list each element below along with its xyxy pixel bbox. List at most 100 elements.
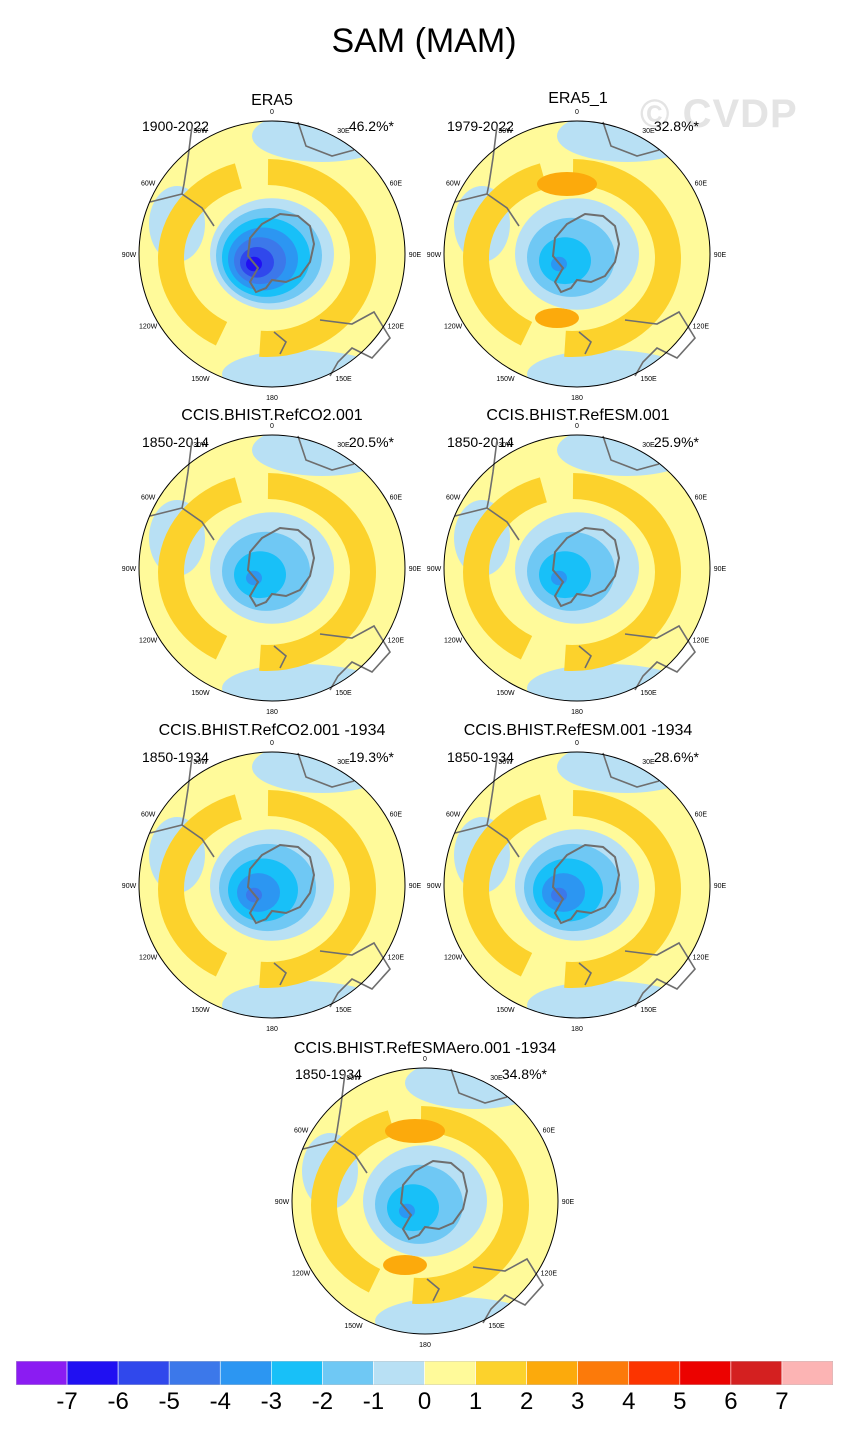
panel-period: 1850-1934 bbox=[295, 1066, 362, 1082]
colorbar-swatch bbox=[16, 1361, 68, 1385]
longitude-label: 120W bbox=[292, 1271, 311, 1278]
longitude-label: 60W bbox=[141, 181, 156, 188]
map-border bbox=[291, 1067, 559, 1335]
longitude-label: 30W bbox=[193, 442, 208, 449]
positive-anomaly-ring bbox=[463, 790, 681, 988]
colorbar-tick-label: -2 bbox=[311, 1388, 334, 1415]
longitude-label: 150W bbox=[191, 376, 210, 383]
panel-variance: 34.8%* bbox=[501, 1066, 547, 1082]
cvdp-watermark: © CVDP bbox=[640, 92, 798, 136]
africa-coastline bbox=[602, 752, 660, 788]
longitude-label: 30W bbox=[498, 759, 513, 766]
australia-coastline bbox=[472, 1257, 544, 1324]
south-america-coastline bbox=[454, 824, 520, 858]
australia-coastline bbox=[624, 941, 696, 1008]
colorbar-tick-label: -4 bbox=[209, 1388, 231, 1415]
antarctica-coastline bbox=[551, 843, 621, 925]
south-america-coastline bbox=[149, 824, 215, 858]
map-border bbox=[443, 120, 711, 388]
panel-title: CCIS.BHIST.RefESM.001 -1934 bbox=[463, 722, 693, 739]
longitude-label: 0 bbox=[270, 423, 274, 430]
panel-title: CCIS.BHIST.RefCO2.001 bbox=[181, 407, 363, 424]
colorbar-tick-label: 7 bbox=[775, 1388, 789, 1415]
longitude-label: 0 bbox=[575, 740, 579, 747]
panel-variance: 28.6%* bbox=[653, 749, 699, 765]
positive-anomaly-ring bbox=[463, 473, 681, 671]
figure-title: SAM (MAM) bbox=[331, 22, 517, 60]
longitude-label: 0 bbox=[575, 109, 579, 116]
colorbar-tick-label: -1 bbox=[362, 1388, 385, 1415]
antarctica-coastline bbox=[246, 526, 316, 608]
panel-title: ERA5 bbox=[251, 92, 293, 109]
colorbar-swatch bbox=[781, 1361, 833, 1385]
south-america-coastline bbox=[454, 507, 520, 541]
map-border bbox=[443, 751, 711, 1019]
antarctica-coastline bbox=[246, 843, 316, 925]
africa-coastline bbox=[450, 1068, 508, 1104]
longitude-label: 30W bbox=[498, 128, 513, 135]
longitude-label: 30W bbox=[498, 442, 513, 449]
positive-anomaly-core bbox=[537, 172, 597, 196]
longitude-label: 150W bbox=[496, 376, 515, 383]
colorbar-swatch bbox=[219, 1361, 272, 1385]
longitude-label: 120E bbox=[388, 638, 405, 645]
panel-title: ERA5_1 bbox=[548, 90, 608, 107]
longitude-label: 180 bbox=[266, 395, 278, 402]
longitude-label: 150E bbox=[335, 376, 352, 383]
south-america-coastline bbox=[149, 507, 215, 541]
panel-variance: 20.5%* bbox=[348, 434, 394, 450]
south-america-coastline bbox=[334, 1072, 346, 1142]
longitude-label: 90E bbox=[409, 566, 422, 573]
new-zealand-coastline bbox=[578, 962, 592, 986]
colorbar-swatch bbox=[66, 1361, 119, 1385]
new-zealand-coastline bbox=[273, 645, 287, 669]
longitude-label: 90E bbox=[714, 883, 727, 890]
longitude-label: 150W bbox=[496, 690, 515, 697]
south-america-coastline bbox=[486, 756, 498, 826]
colorbar-tick-label: -6 bbox=[107, 1388, 129, 1415]
longitude-label: 90W bbox=[122, 566, 137, 573]
positive-anomaly-ring bbox=[158, 159, 376, 357]
longitude-label: 120W bbox=[444, 324, 463, 331]
longitude-label: 150E bbox=[640, 690, 657, 697]
australia-coastline bbox=[624, 624, 696, 691]
colorbar-swatch bbox=[628, 1361, 681, 1385]
longitude-label: 90W bbox=[427, 566, 442, 573]
longitude-label: 30E bbox=[642, 442, 655, 449]
antarctica-coastline bbox=[399, 1159, 469, 1241]
longitude-label: 150E bbox=[640, 376, 657, 383]
longitude-label: 0 bbox=[575, 423, 579, 430]
longitude-label: 60E bbox=[695, 812, 708, 819]
colorbar-tick-label: 0 bbox=[417, 1388, 432, 1415]
panel-title: CCIS.BHIST.RefESM.001 bbox=[486, 407, 670, 424]
south-america-coastline bbox=[454, 193, 520, 227]
longitude-label: 150W bbox=[191, 690, 210, 697]
longitude-label: 180 bbox=[571, 709, 583, 716]
colorbar-tick-label: -5 bbox=[158, 1388, 180, 1415]
longitude-label: 90E bbox=[562, 1199, 575, 1206]
longitude-label: 90W bbox=[427, 252, 442, 259]
longitude-label: 60W bbox=[446, 495, 461, 502]
colorbar-swatch bbox=[373, 1361, 425, 1385]
longitude-label: 60W bbox=[446, 812, 461, 819]
longitude-label: 150E bbox=[488, 1323, 505, 1330]
longitude-label: 120W bbox=[139, 638, 158, 645]
longitude-label: 120E bbox=[693, 324, 710, 331]
longitude-label: 30E bbox=[490, 1075, 503, 1082]
longitude-label: 120E bbox=[388, 324, 405, 331]
panel-variance: 25.9%* bbox=[653, 434, 699, 450]
panel-variance: 19.3%* bbox=[348, 749, 394, 765]
africa-coastline bbox=[297, 752, 355, 788]
longitude-label: 90W bbox=[122, 883, 137, 890]
positive-anomaly-ring bbox=[463, 159, 681, 357]
colorbar-swatch bbox=[577, 1361, 630, 1385]
new-zealand-coastline bbox=[273, 962, 287, 986]
colorbar-swatch bbox=[168, 1361, 221, 1385]
colorbar-tick-label: -7 bbox=[56, 1388, 78, 1415]
longitude-label: 60E bbox=[390, 812, 403, 819]
